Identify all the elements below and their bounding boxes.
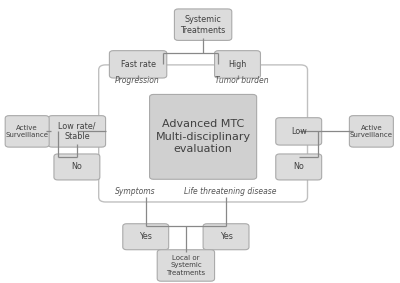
FancyBboxPatch shape: [203, 224, 249, 250]
Text: Fast rate: Fast rate: [120, 60, 156, 69]
FancyBboxPatch shape: [110, 51, 167, 78]
FancyBboxPatch shape: [5, 116, 49, 147]
Text: Active
Surveillance: Active Surveillance: [6, 125, 49, 138]
FancyBboxPatch shape: [54, 154, 100, 180]
FancyBboxPatch shape: [123, 224, 169, 250]
Text: Advanced MTC
Multi-disciplinary
evaluation: Advanced MTC Multi-disciplinary evaluati…: [156, 119, 251, 154]
FancyBboxPatch shape: [150, 95, 257, 179]
FancyBboxPatch shape: [157, 250, 214, 281]
Text: Life threatening disease: Life threatening disease: [184, 187, 276, 196]
Text: Active
Surveillance: Active Surveillance: [350, 125, 393, 138]
Text: No: No: [293, 162, 304, 171]
FancyBboxPatch shape: [48, 116, 106, 147]
Text: Systemic
Treatments: Systemic Treatments: [180, 15, 226, 35]
Text: Yes: Yes: [220, 232, 232, 241]
FancyBboxPatch shape: [174, 9, 232, 40]
FancyBboxPatch shape: [276, 154, 322, 180]
Text: Low rate/
Stable: Low rate/ Stable: [58, 121, 96, 142]
Text: Progression: Progression: [115, 76, 160, 85]
Text: Local or
Systemic
Treatments: Local or Systemic Treatments: [166, 255, 206, 276]
Text: Tumor burden: Tumor burden: [214, 76, 268, 85]
FancyBboxPatch shape: [99, 65, 308, 202]
Text: No: No: [72, 162, 82, 171]
Text: Yes: Yes: [139, 232, 152, 241]
Text: Symptoms: Symptoms: [115, 187, 156, 196]
FancyBboxPatch shape: [349, 116, 393, 147]
FancyBboxPatch shape: [214, 51, 260, 78]
Text: Low: Low: [291, 127, 306, 136]
Text: High: High: [228, 60, 247, 69]
FancyBboxPatch shape: [276, 118, 322, 145]
